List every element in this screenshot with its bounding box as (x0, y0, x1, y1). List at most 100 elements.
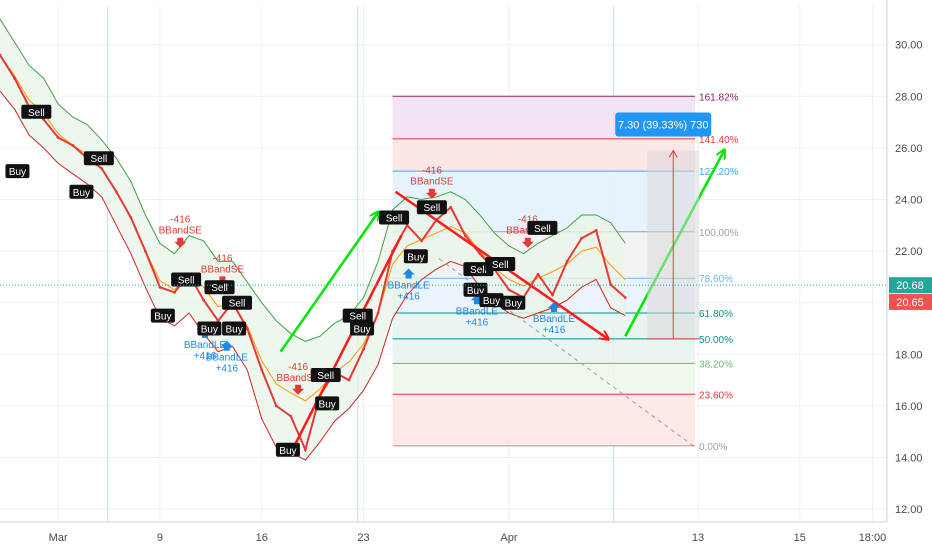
price-point (362, 347, 365, 351)
measure-label-box (615, 112, 712, 137)
signal-label: Buy (201, 325, 218, 336)
price-point (56, 136, 60, 139)
x-tick-label: 18:00 (859, 532, 887, 544)
signal-label: Sell (317, 371, 334, 382)
signal-label: Sell (349, 312, 366, 323)
price-point (216, 319, 220, 323)
bband-label: BBandLE (456, 306, 499, 317)
bollinger-upper-line (0, 18, 626, 342)
fib-level-label: 141.40% (699, 135, 739, 146)
buy-signal: Buy (479, 293, 504, 308)
time-axis: Mar 9 16 23 Apr 13 15 18:00 (0, 521, 887, 544)
price-point (71, 143, 75, 147)
price-point (42, 118, 46, 121)
dashed-projection-line (438, 258, 696, 448)
price-point (463, 234, 467, 238)
fib-level-label: 100.00% (699, 228, 739, 239)
signal-box (479, 293, 504, 308)
buy-signal: Buy (315, 396, 340, 411)
price-tag-label: 20.65 (896, 297, 924, 309)
fib-level-label: 38.20% (699, 359, 733, 370)
signal-label: Sell (211, 283, 228, 294)
fib-zone (392, 394, 696, 446)
sell-signal: Sell (379, 210, 410, 225)
y-tick-label: 24.00 (895, 195, 923, 207)
signal-box (171, 272, 202, 287)
x-tick-label: 9 (157, 532, 163, 544)
y-tick-label: 28.00 (895, 91, 923, 103)
sell-signal: Sell (342, 308, 373, 323)
price-point (536, 272, 540, 276)
trend-arrow-down (292, 235, 403, 448)
bband-label: BBandSE (276, 373, 320, 384)
price-point (202, 298, 205, 302)
signal-label: Sell (28, 108, 45, 119)
price-axis-background (887, 0, 932, 550)
signal-label: Sell (470, 265, 487, 276)
fib-level-label: 50.00% (699, 335, 733, 346)
y-tick-label: 12.00 (895, 504, 923, 516)
buy-signal: Buy (150, 308, 175, 323)
signal-box (222, 321, 247, 336)
price-point (274, 404, 278, 408)
price-point (449, 205, 453, 209)
price-axis: 12.0014.0016.0018.0020.0022.0024.0026.00… (886, 0, 932, 550)
sell-signal: Sell (222, 295, 253, 310)
signal-label: Buy (225, 325, 242, 336)
signal-box (222, 295, 253, 310)
bband-label: BBandSE (410, 177, 454, 188)
signal-label: Buy (505, 299, 522, 310)
price-point (347, 378, 351, 382)
price-tag-box (889, 293, 932, 310)
signal-box (204, 280, 235, 295)
down-arrow-icon (521, 237, 534, 248)
y-tick-label: 22.00 (895, 246, 923, 258)
bband-value: +416 (194, 351, 217, 362)
y-tick-label: 30.00 (895, 40, 923, 52)
buy-signal: Buy (197, 321, 222, 336)
price-point (609, 283, 613, 287)
signal-box (416, 200, 447, 215)
x-tick-label: 23 (357, 532, 369, 544)
price-point (376, 311, 380, 315)
bband-value: -416 (288, 362, 308, 373)
fib-level-label: 78.60% (699, 274, 733, 285)
fib-level-label: 161.82% (699, 92, 739, 103)
price-point (129, 216, 133, 219)
price-point (420, 239, 424, 243)
signal-box (350, 321, 375, 336)
price-point (289, 414, 293, 418)
signal-label: Sell (229, 299, 246, 310)
price-point (144, 249, 147, 253)
signal-label: Sell (386, 214, 403, 225)
buy-signal: Buy (403, 249, 428, 264)
fib-level-label: 23.60% (699, 390, 733, 401)
signal-label: Buy (73, 188, 90, 199)
buy-signal: Buy (5, 164, 30, 179)
bband-value: -416 (170, 215, 190, 226)
buy-signal: Buy (350, 321, 375, 336)
bband-value: +416 (397, 291, 420, 302)
price-point (114, 190, 118, 194)
bband-value: -416 (212, 253, 232, 264)
sell-signal: Sell (21, 104, 52, 119)
sell-signal: Sell (485, 257, 516, 271)
price-point (260, 368, 264, 372)
x-tick-label: 13 (692, 532, 704, 544)
signal-box (5, 164, 30, 179)
bband-value: +416 (216, 364, 239, 375)
fib-zone (392, 338, 696, 364)
price-point (565, 260, 569, 263)
buy-signal: Buy (222, 321, 247, 336)
price-point (13, 76, 16, 80)
price-point (623, 296, 627, 299)
bband-long-entry: BBandLE+416 (206, 340, 249, 375)
y-tick-label: 14.00 (895, 453, 923, 465)
bband-label: BBandLE (206, 353, 249, 364)
signal-label: Buy (154, 312, 171, 323)
sell-signal: Sell (204, 280, 235, 295)
bband-long-entry: BBandLE+416 (533, 302, 575, 336)
